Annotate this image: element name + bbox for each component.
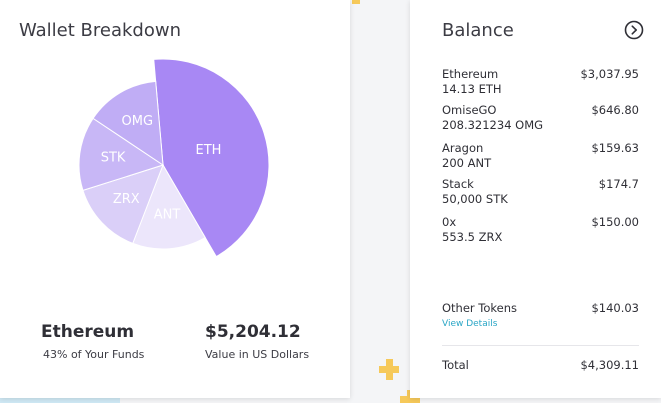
total-label: Total [442, 358, 469, 372]
token-name: 0x [442, 215, 457, 229]
token-usd-value: $646.80 [591, 103, 639, 117]
token-name: OmiseGO [442, 103, 497, 117]
other-tokens-label: Other Tokens [442, 301, 518, 315]
token-amount: 50,000 STK [442, 192, 508, 206]
balance-row-ethereum[interactable]: Ethereum 14.13 ETH $3,037.95 [442, 67, 639, 96]
wallet-breakdown-card: Wallet Breakdown ETH ANT ZRX STK OMG Ethereu… [0, 0, 350, 398]
wallet-breakdown-title: Wallet Breakdown [19, 20, 181, 41]
selected-token-name: Ethereum [41, 322, 135, 342]
pie-label-zrx: ZRX [113, 192, 140, 207]
token-usd-value: $150.00 [591, 215, 639, 229]
token-amount: 200 ANT [442, 156, 492, 170]
decoration-square [352, 0, 360, 4]
chevron-right-circle-icon[interactable] [624, 20, 644, 40]
token-amount: 14.13 ETH [442, 82, 502, 96]
balance-title: Balance [442, 20, 514, 41]
selected-token-value-caption: Value in US Dollars [205, 348, 310, 361]
pie-slice-zrx[interactable] [82, 164, 164, 245]
divider [442, 345, 639, 346]
balance-row-0x[interactable]: 0x 553.5 ZRX $150.00 [442, 215, 639, 244]
balance-total-row: Total $4,309.11 [442, 358, 639, 372]
pie-slice-omg[interactable] [92, 80, 164, 166]
decoration-bar [0, 398, 120, 403]
token-name: Aragon [442, 141, 484, 155]
token-usd-value: $174.7 [598, 177, 639, 191]
pie-label-stk: STK [101, 150, 126, 165]
selected-token-value: $5,204.12 [205, 322, 301, 342]
selected-token-share: 43% of Your Funds [43, 348, 145, 361]
balance-card: Balance Ethereum 14.13 ETH $3,037.95 Omi… [410, 0, 661, 398]
pie-label-eth: ETH [196, 143, 222, 158]
wallet-pie-chart: ETH ANT ZRX STK OMG [78, 58, 270, 258]
pie-label-ant: ANT [154, 208, 181, 223]
pie-slice-ant[interactable] [132, 163, 206, 250]
token-usd-value: $3,037.95 [580, 67, 639, 81]
balance-row-aragon[interactable]: Aragon 200 ANT $159.63 [442, 141, 639, 170]
token-name: Stack [442, 177, 474, 191]
decoration-plus-v [386, 359, 393, 380]
token-amount: 208.321234 OMG [442, 118, 544, 132]
balance-row-omisego[interactable]: OmiseGO 208.321234 OMG $646.80 [442, 103, 639, 132]
view-details-link[interactable]: View Details [442, 319, 498, 329]
token-usd-value: $159.63 [591, 141, 639, 155]
token-amount: 553.5 ZRX [442, 230, 503, 244]
token-name: Ethereum [442, 67, 499, 81]
balance-row-other-tokens: Other Tokens $140.03 [442, 301, 639, 315]
pie-slice-stk[interactable] [78, 117, 165, 192]
pie-label-omg: OMG [122, 114, 154, 129]
pie-slice-eth[interactable] [153, 58, 270, 258]
balance-row-stack[interactable]: Stack 50,000 STK $174.7 [442, 177, 639, 206]
total-usd-value: $4,309.11 [580, 358, 639, 372]
other-tokens-usd-value: $140.03 [591, 301, 639, 315]
